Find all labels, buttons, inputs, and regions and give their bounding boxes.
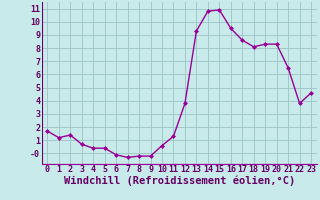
X-axis label: Windchill (Refroidissement éolien,°C): Windchill (Refroidissement éolien,°C) — [64, 176, 295, 186]
